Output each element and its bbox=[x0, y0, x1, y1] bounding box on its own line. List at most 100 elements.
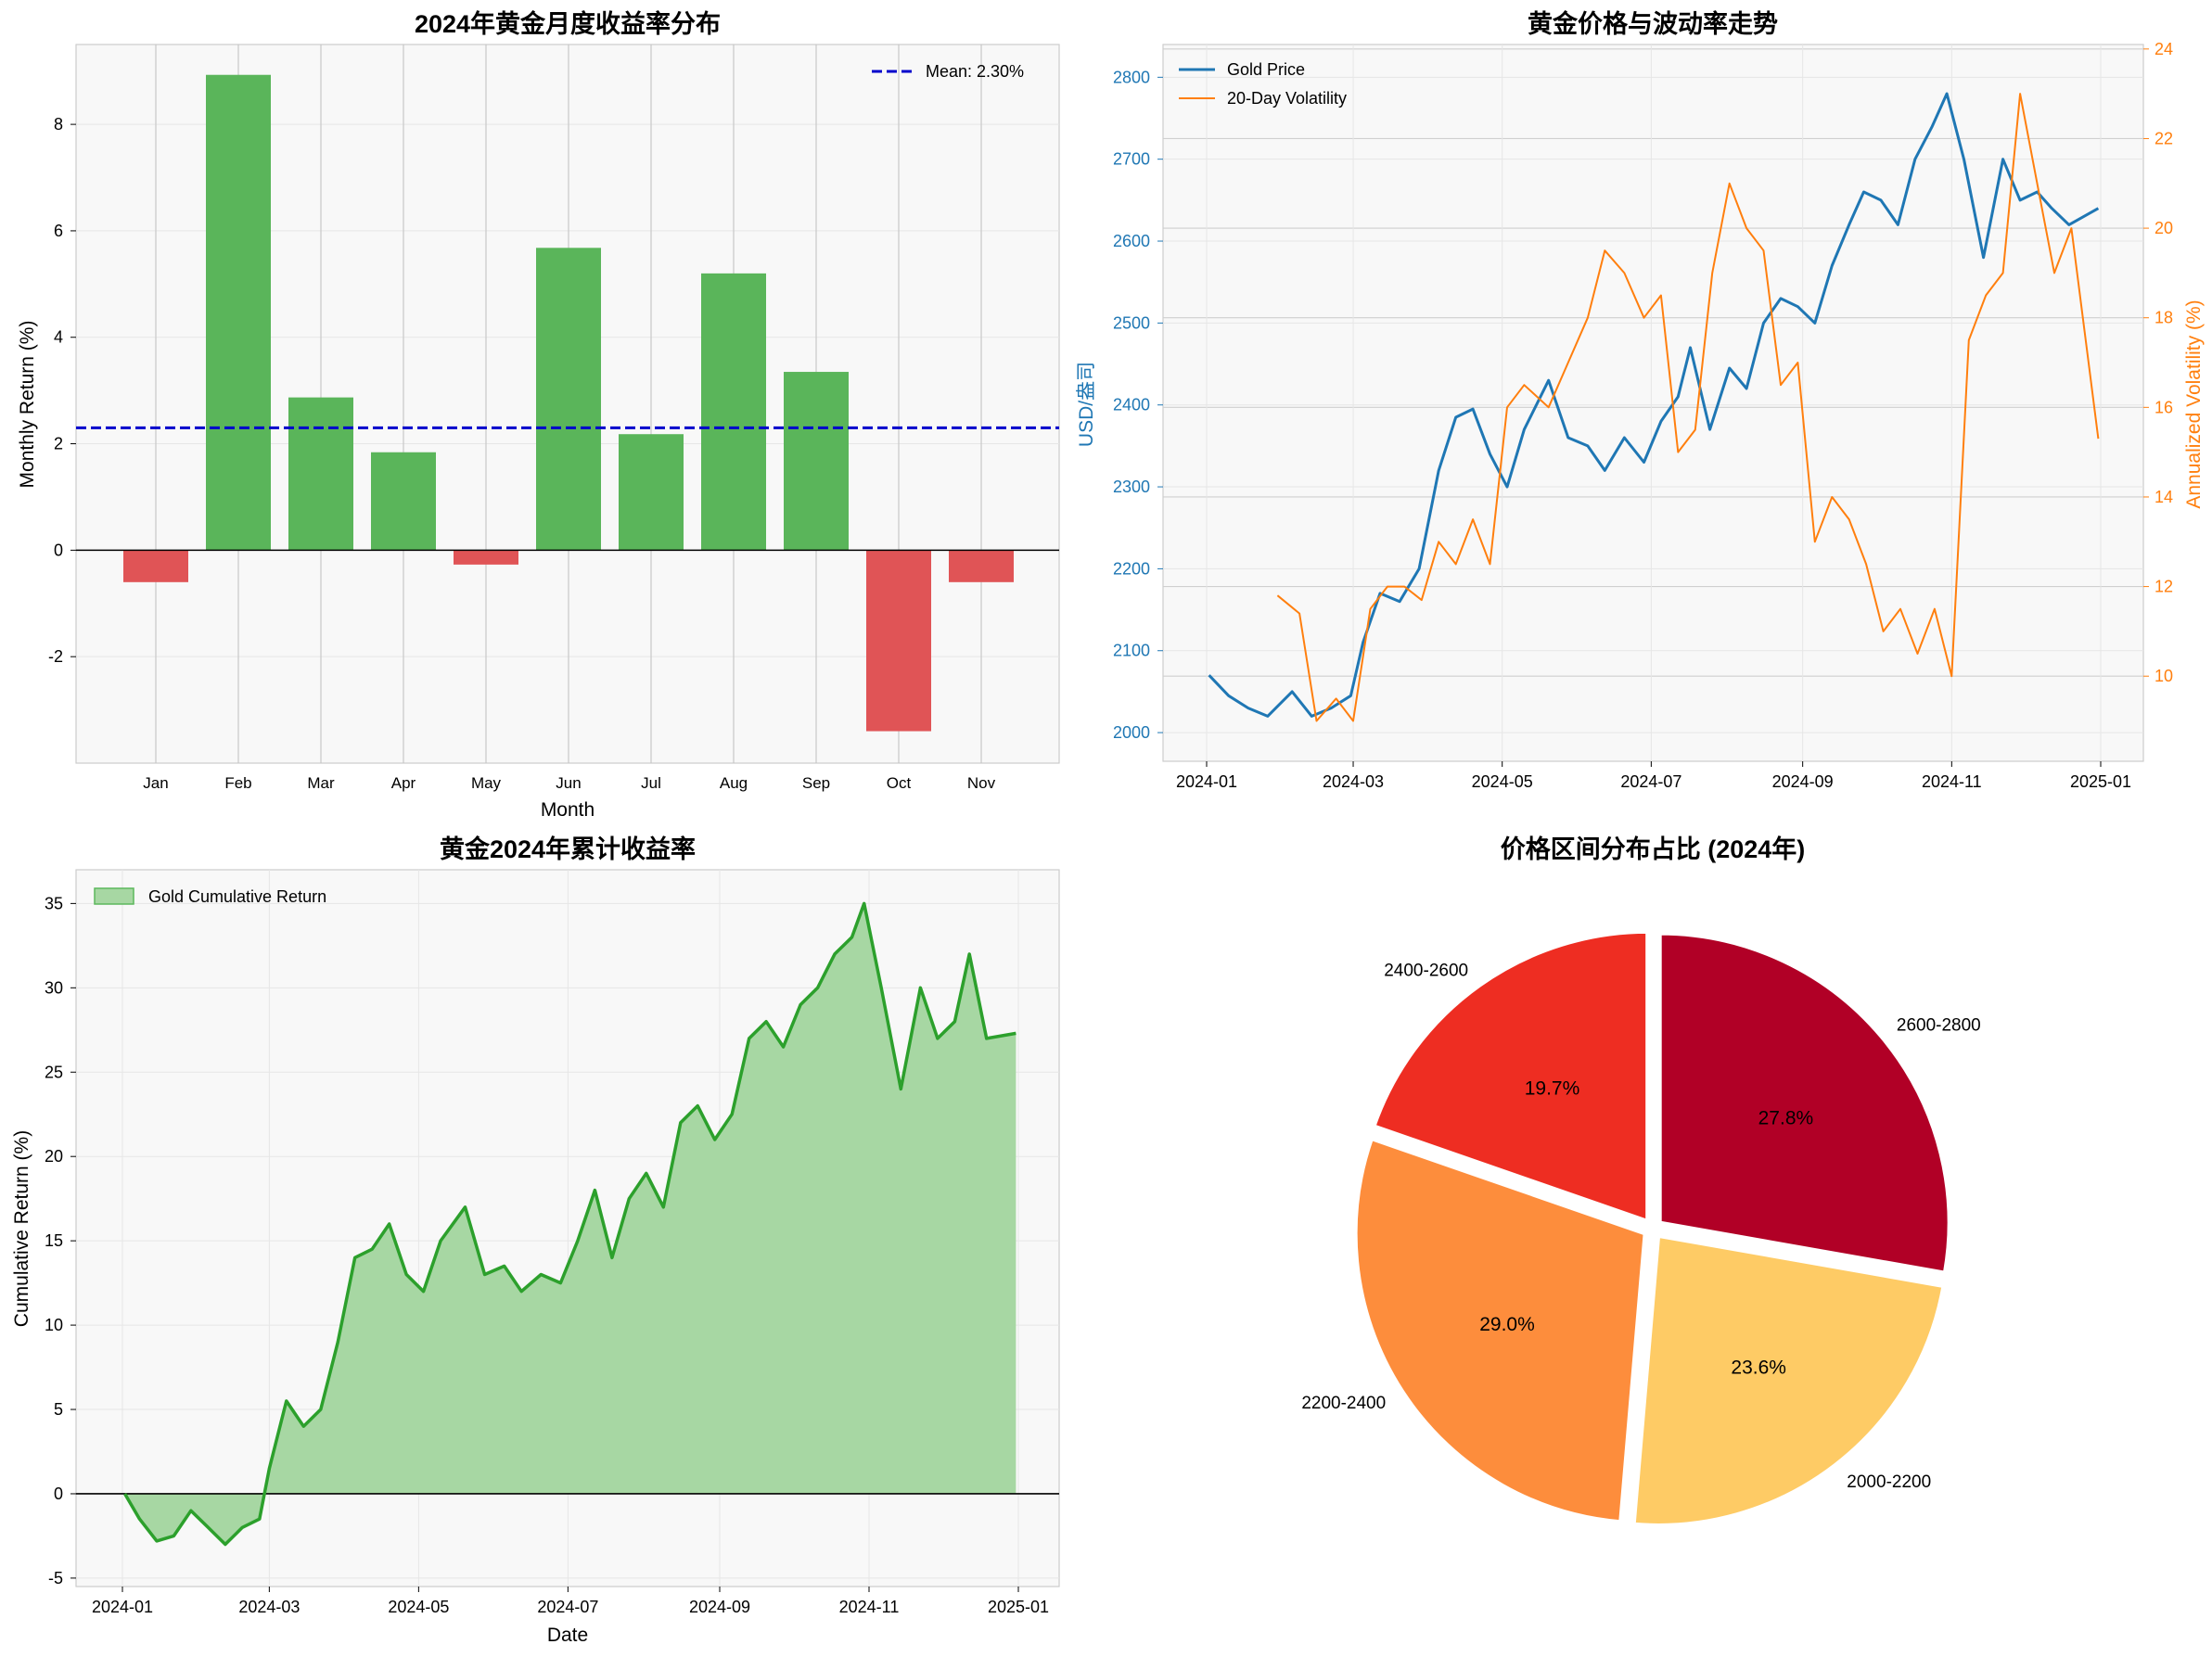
pie-percent-label: 23.6% bbox=[1731, 1357, 1786, 1378]
y-tick-label-right: 10 bbox=[2154, 667, 2173, 685]
x-tick-label: 2024-01 bbox=[1176, 772, 1237, 791]
legend: Mean: 2.30% bbox=[872, 62, 1024, 81]
x-tick-label: 2024-07 bbox=[537, 1598, 598, 1616]
x-tick-label: Jun bbox=[556, 774, 581, 792]
chart-title: 黄金价格与波动率走势 bbox=[1528, 9, 1778, 38]
pie-slice-2000-2200 bbox=[1631, 1233, 1946, 1527]
x-tick-label: 2024-05 bbox=[1472, 772, 1533, 791]
y-tick-label-right: 16 bbox=[2154, 398, 2173, 416]
bar-jul bbox=[619, 434, 684, 551]
y-tick-label: 25 bbox=[45, 1063, 63, 1081]
x-ticks: 2024-01 2024-03 2024-05 2024-07 2024-09 2024-… bbox=[92, 1587, 1049, 1616]
x-tick-label: Sep bbox=[802, 774, 830, 792]
volatility-line bbox=[1276, 93, 2100, 722]
x-tick-label: Oct bbox=[887, 774, 912, 792]
legend-mean-label: Mean: 2.30% bbox=[926, 62, 1024, 81]
y-tick-label: 35 bbox=[45, 894, 63, 912]
x-tick-label: Jul bbox=[641, 774, 661, 792]
y-tick-label-left: 2800 bbox=[1113, 68, 1150, 86]
pie-slice-2600-2800 bbox=[1657, 931, 1951, 1275]
bar-jun bbox=[536, 248, 601, 551]
y-tick-label: 4 bbox=[54, 328, 63, 347]
cumulative-fill bbox=[124, 903, 1016, 1545]
x-tick-label: May bbox=[471, 774, 502, 792]
pie-category-label: 2600-2800 bbox=[1897, 1015, 1981, 1035]
y-tick-label-right: 18 bbox=[2154, 309, 2173, 327]
chart-title: 黄金2024年累计收益率 bbox=[440, 835, 696, 863]
x-tick-label: Feb bbox=[224, 774, 251, 792]
y-tick-label-right: 14 bbox=[2154, 488, 2173, 506]
bar-nov bbox=[949, 550, 1014, 582]
y-tick-label: 2 bbox=[54, 435, 63, 453]
y-axis-label: Cumulative Return (%) bbox=[11, 1130, 32, 1327]
x-tick-label: 2024-11 bbox=[1922, 772, 1982, 791]
y-tick-label: 5 bbox=[54, 1400, 63, 1419]
x-axis-label: Month bbox=[541, 799, 595, 821]
pie-category-label: 2000-2200 bbox=[1847, 1472, 1931, 1492]
series-lines bbox=[1208, 92, 2100, 722]
legend-price-label: Gold Price bbox=[1227, 60, 1305, 79]
y-tick-label-left: 2100 bbox=[1113, 642, 1150, 660]
y-tick-label: 0 bbox=[54, 1485, 63, 1503]
bar-jan bbox=[123, 550, 188, 582]
x-tick-label: 2024-11 bbox=[839, 1598, 900, 1616]
x-tick-label: 2025-01 bbox=[2070, 772, 2131, 791]
x-tick-label: 2024-03 bbox=[1323, 772, 1384, 791]
y-tick-label: 6 bbox=[54, 222, 63, 240]
x-tick-label: 2024-09 bbox=[689, 1598, 750, 1616]
price-range-pie-panel: 价格区间分布占比 (2024年) 27.8% 2600-2800 23.6% 2000… bbox=[1301, 835, 1981, 1527]
grid bbox=[1163, 45, 2143, 761]
bar-may bbox=[454, 550, 518, 565]
x-tick-label: Apr bbox=[391, 774, 416, 792]
x-tick-label: 2024-07 bbox=[1620, 772, 1681, 791]
area-series bbox=[76, 901, 1059, 1547]
legend-volatility-label: 20-Day Volatility bbox=[1227, 89, 1347, 108]
x-ticks: Jan Feb Mar Apr May Jun Jul Aug Sep Oct Nov bbox=[143, 774, 995, 792]
y-tick-label: 10 bbox=[45, 1316, 63, 1334]
x-tick-label: Mar bbox=[307, 774, 335, 792]
y-ticks: -2 0 2 4 6 8 bbox=[48, 115, 76, 666]
pie-percent-label: 27.8% bbox=[1758, 1108, 1814, 1129]
y-tick-label-right: 12 bbox=[2154, 578, 2173, 596]
y-tick-label: -2 bbox=[48, 647, 63, 666]
y-ticks-right: 10 12 14 16 18 20 22 24 bbox=[2143, 40, 2173, 685]
y-axis-right-label: Annualized Volatility (%) bbox=[2183, 300, 2205, 508]
pie: 27.8% 2600-2800 23.6% 2000-2200 29.0% 2200-24… bbox=[1301, 929, 1981, 1527]
y-tick-label-left: 2500 bbox=[1113, 313, 1150, 332]
legend: Gold Price 20-Day Volatility bbox=[1179, 60, 1347, 108]
pie-slice-2200-2400 bbox=[1353, 1136, 1647, 1524]
y-tick-label: 15 bbox=[45, 1231, 63, 1250]
x-tick-label: 2024-09 bbox=[1772, 772, 1834, 791]
pie-slice-2400-2600 bbox=[1371, 929, 1650, 1224]
y-axis-left-label: USD/盎司 bbox=[1076, 362, 1097, 447]
bar-oct bbox=[866, 550, 931, 732]
y-tick-label-left: 2200 bbox=[1113, 559, 1150, 578]
monthly-return-panel: -2 0 2 4 6 8 Jan Feb Mar Apr May Jun Jul Aug Sep Oct No… bbox=[17, 9, 1060, 821]
bar-apr bbox=[371, 452, 436, 551]
x-tick-label: 2025-01 bbox=[988, 1598, 1049, 1616]
pie-category-label: 2400-2600 bbox=[1384, 961, 1468, 980]
chart-title: 2024年黄金月度收益率分布 bbox=[415, 9, 721, 38]
chart-title: 价格区间分布占比 (2024年) bbox=[1501, 835, 1806, 863]
y-axis-label: Monthly Return (%) bbox=[17, 321, 38, 489]
y-tick-label-left: 2700 bbox=[1113, 150, 1150, 169]
pie-category-label: 2200-2400 bbox=[1301, 1394, 1386, 1413]
x-ticks: 2024-01 2024-03 2024-05 2024-07 2024-09 2024-… bbox=[1176, 761, 2131, 791]
pie-percent-label: 29.0% bbox=[1479, 1314, 1535, 1335]
y-ticks: -5 0 5 10 15 20 25 30 35 bbox=[45, 894, 76, 1587]
legend: Gold Cumulative Return bbox=[94, 887, 326, 906]
y-tick-label-right: 24 bbox=[2154, 40, 2173, 58]
y-tick-label-left: 2400 bbox=[1113, 396, 1150, 414]
bar-sep bbox=[784, 372, 849, 551]
x-tick-label: 2024-01 bbox=[92, 1598, 153, 1616]
y-tick-label: 20 bbox=[45, 1147, 63, 1166]
y-tick-label: 30 bbox=[45, 978, 63, 997]
y-tick-label-left: 2600 bbox=[1113, 232, 1150, 250]
x-axis-label: Date bbox=[547, 1625, 588, 1646]
legend-area-swatch bbox=[94, 887, 134, 905]
y-tick-label-left: 2300 bbox=[1113, 478, 1150, 496]
bar-mar bbox=[288, 397, 353, 551]
y-ticks-left: 2000 2100 2200 2300 2400 2500 2600 2700 2800 bbox=[1113, 68, 1163, 742]
